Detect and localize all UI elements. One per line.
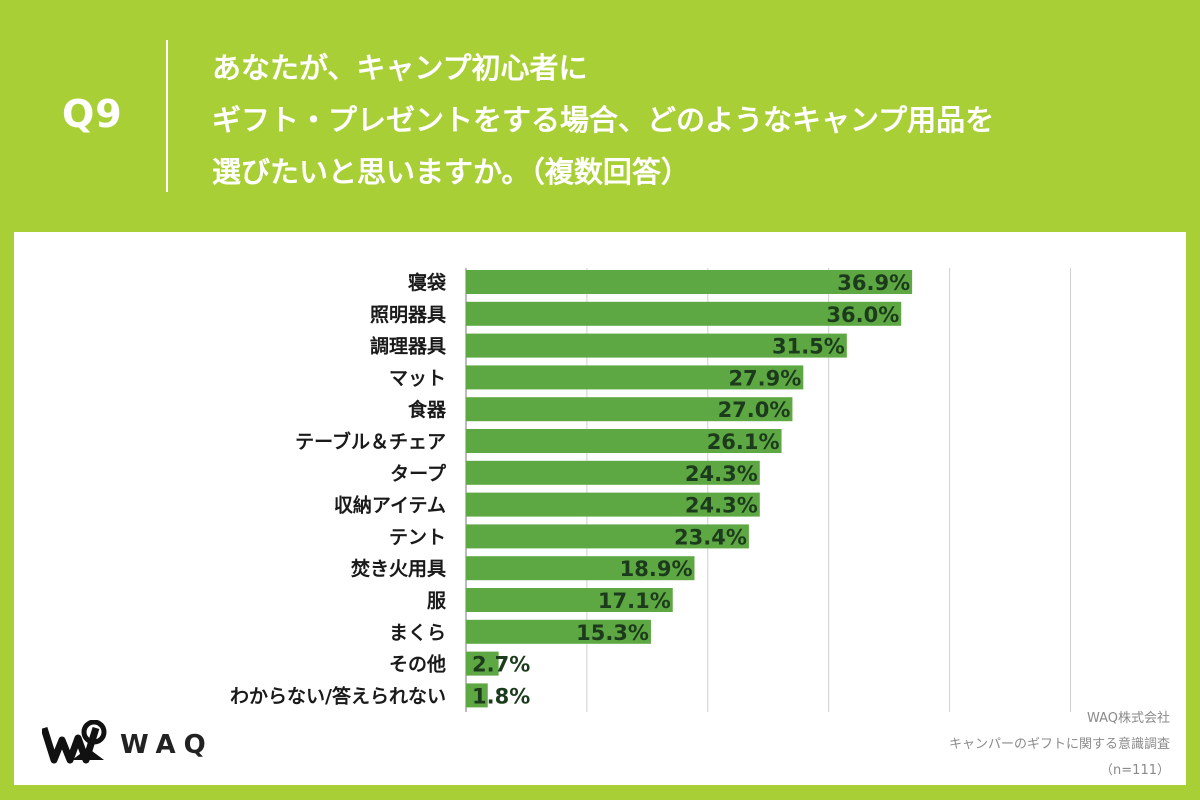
- waq-logo: WAQ: [42, 720, 282, 770]
- bar: [466, 683, 488, 708]
- category-labels: 寝袋照明器具調理器具マット食器テーブル＆チェアタープ収納アイテムテント焚き火用具…: [230, 271, 447, 707]
- category-label: テーブル＆チェア: [295, 430, 446, 453]
- category-label: 寝袋: [408, 271, 447, 294]
- value-label: 15.3%: [576, 621, 649, 645]
- category-label: テント: [389, 526, 446, 548]
- bar: [466, 651, 499, 676]
- bar: [466, 429, 782, 453]
- category-label: 服: [427, 590, 447, 612]
- category-label: その他: [389, 653, 446, 676]
- title-line-2: ギフト・プレゼントをする場合、どのようなキャンプ用品を: [212, 103, 995, 137]
- value-label: 31.5%: [772, 335, 845, 359]
- bar: [466, 460, 760, 485]
- header: Q9 あなたが、キャンプ初心者に ギフト・プレゼントをする場合、どのようなキャン…: [0, 0, 1200, 228]
- category-label: 調理器具: [370, 335, 446, 358]
- bar: [466, 270, 913, 294]
- category-label: わからない/答えられない: [230, 684, 446, 707]
- value-labels: 36.9% 36.0% 31.5% 27.9% 27.0% 26.1% 24.3% 24.3%…: [472, 271, 910, 708]
- bar: [466, 524, 749, 549]
- bar: [466, 556, 695, 581]
- category-label: マット: [389, 367, 446, 389]
- value-label: 27.9%: [728, 366, 801, 390]
- value-label: 23.4%: [674, 525, 747, 549]
- category-label: 照明器具: [370, 304, 446, 326]
- value-label: 26.1%: [707, 430, 780, 454]
- value-label: 24.3%: [685, 462, 758, 486]
- source-sample: （n=111）: [1100, 763, 1170, 778]
- value-label: 17.1%: [598, 589, 671, 613]
- category-label: まくら: [389, 622, 446, 644]
- category-label: 焚き火用具: [351, 558, 446, 580]
- question-title: あなたが、キャンプ初心者に ギフト・プレゼントをする場合、どのようなキャンプ用品…: [212, 42, 1182, 198]
- bar: [466, 301, 902, 326]
- value-label: 1.8%: [472, 684, 530, 708]
- title-line-3: 選びたいと思いますか。（複数回答）: [212, 155, 690, 189]
- value-label: 18.9%: [620, 557, 693, 581]
- category-label: タープ: [390, 462, 447, 485]
- value-label: 36.9%: [837, 271, 910, 295]
- source-note: WAQ株式会社 キャンパーのギフトに関する意識調査 （n=111）: [949, 706, 1170, 784]
- chart-panel: 寝袋照明器具調理器具マット食器テーブル＆チェアタープ収納アイテムテント焚き火用具…: [14, 232, 1186, 785]
- bar: [466, 365, 804, 390]
- value-label: 27.0%: [718, 398, 791, 422]
- bar: [466, 492, 760, 517]
- bar: [466, 588, 673, 612]
- bar: [466, 619, 651, 644]
- bar: [466, 333, 847, 358]
- bars: [466, 270, 913, 708]
- source-survey: キャンパーのギフトに関する意識調査: [948, 737, 1170, 752]
- category-label: 食器: [408, 398, 447, 421]
- title-line-1: あなたが、キャンプ初心者に: [212, 51, 588, 85]
- waq-logo-mark-icon: [42, 720, 107, 764]
- value-label: 36.0%: [826, 303, 899, 327]
- logo-wordmark: WAQ: [120, 730, 214, 760]
- source-company: WAQ株式会社: [1086, 711, 1170, 726]
- bar: [466, 397, 793, 422]
- bar-chart: 寝袋照明器具調理器具マット食器テーブル＆チェアタープ収納アイテムテント焚き火用具…: [230, 268, 1071, 712]
- value-label: 24.3%: [685, 494, 758, 518]
- question-number: Q9: [62, 92, 123, 136]
- header-divider: [166, 40, 168, 192]
- category-label: 収納アイテム: [334, 494, 446, 517]
- value-label: 2.7%: [472, 653, 530, 677]
